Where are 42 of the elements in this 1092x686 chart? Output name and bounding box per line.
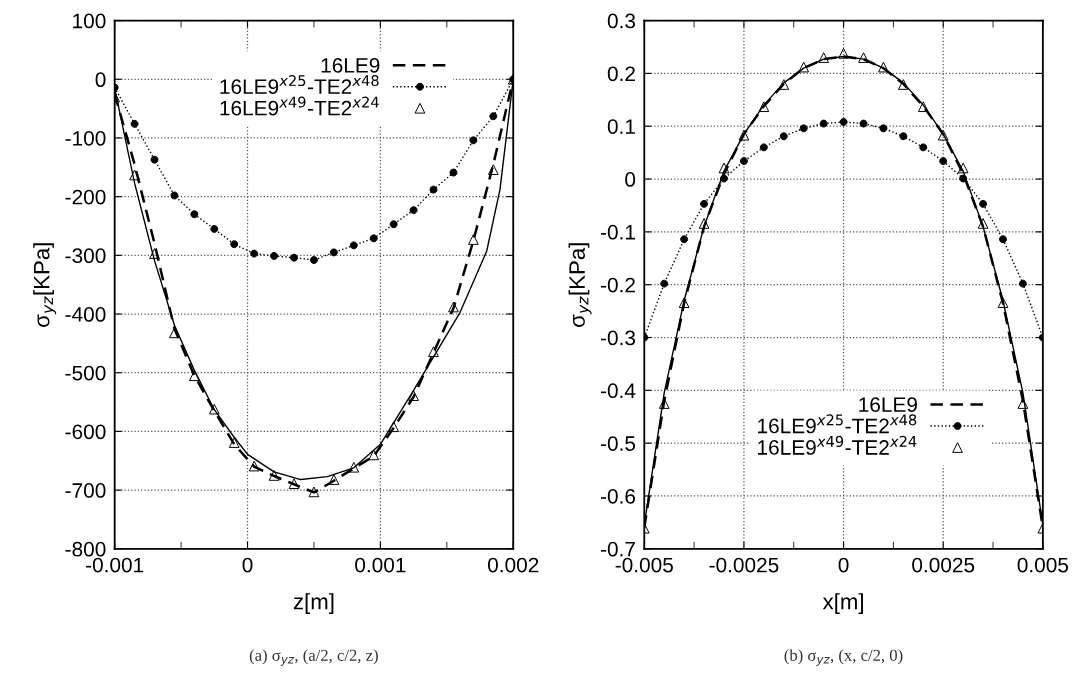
y-tick-label: -0.1 bbox=[600, 224, 635, 240]
y-tick-label: -600 bbox=[65, 424, 106, 440]
x-tick-label: -0.005 bbox=[615, 557, 673, 573]
y-tick-label: -100 bbox=[65, 130, 106, 146]
text: (b) σ$_{yz}$, (x, c/2, 0) bbox=[784, 649, 903, 666]
legend-label: 16LE9 bbox=[859, 397, 917, 413]
y-tick-label: 0 bbox=[95, 72, 106, 88]
y-tick-label: -0.4 bbox=[600, 383, 636, 399]
x-axis-title: z[m] bbox=[293, 593, 334, 614]
y-tick-label: -200 bbox=[65, 189, 106, 205]
legend-label: 16LE9$^{x25}$-TE2$^{x48}$ bbox=[220, 75, 379, 95]
y-tick-label: 0.3 bbox=[607, 13, 636, 29]
y-tick-label: -400 bbox=[65, 307, 106, 322]
y-tick-label: 0.1 bbox=[607, 119, 635, 134]
y-tick-label: -700 bbox=[65, 483, 106, 498]
legend-label: 16LE9 bbox=[321, 57, 380, 73]
x-tick-label: 0.005 bbox=[1017, 557, 1069, 573]
y-tick-label: 0.2 bbox=[607, 66, 635, 82]
x-tick-label: -0.0025 bbox=[709, 557, 779, 573]
y-tick-label: -800 bbox=[65, 541, 106, 557]
text: (a) σ$_{yz}$, (a/2, c/2, z) bbox=[249, 649, 378, 666]
y-tick-label: -0.5 bbox=[600, 436, 636, 451]
y-tick-label: -0.2 bbox=[600, 277, 635, 293]
y-axis-title: σ$_{yz}$[KPa] bbox=[33, 243, 57, 327]
legend-label: 16LE9$^{x49}$-TE2$^{x24}$ bbox=[758, 435, 917, 455]
x-tick-label: 0.0025 bbox=[912, 557, 975, 573]
y-tick-label: -300 bbox=[65, 248, 106, 264]
y-tick-label: 0 bbox=[625, 172, 636, 187]
x-axis-title: x[m] bbox=[822, 593, 863, 614]
y-tick-label: -0.3 bbox=[600, 330, 636, 346]
x-tick-label: 0 bbox=[242, 557, 253, 573]
y-axis-title: σ$_{yz}$[KPa] bbox=[568, 243, 592, 327]
x-tick-label: 0.002 bbox=[487, 557, 539, 573]
x-tick-label: 0.001 bbox=[355, 557, 406, 573]
legend-label: 16LE9$^{x25}$-TE2$^{x48}$ bbox=[758, 414, 917, 434]
y-tick-label: -500 bbox=[65, 365, 106, 381]
legend-label: 16LE9$^{x49}$-TE2$^{x24}$ bbox=[220, 96, 379, 116]
y-tick-label: -0.7 bbox=[600, 541, 635, 557]
x-tick-label: 0 bbox=[838, 557, 849, 573]
x-tick-label: -0.001 bbox=[86, 557, 144, 573]
y-tick-label: 100 bbox=[73, 13, 106, 29]
y-tick-label: -0.6 bbox=[600, 488, 636, 504]
